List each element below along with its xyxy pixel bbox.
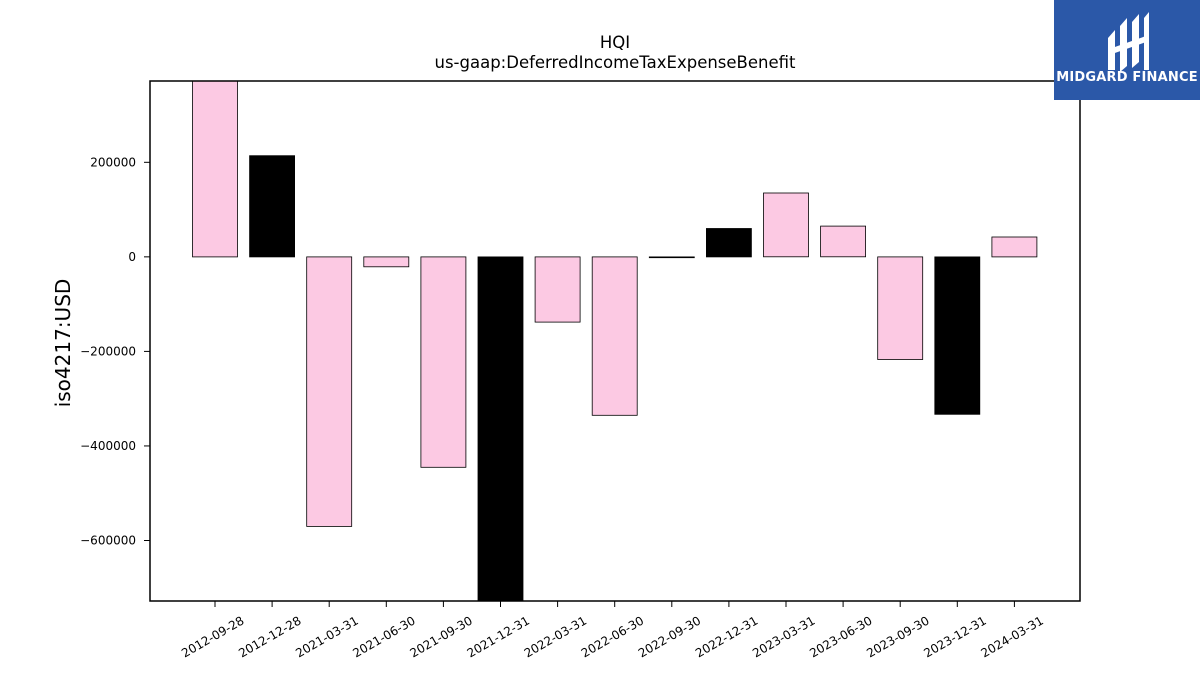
bar-2023-12-31 xyxy=(934,256,981,415)
bar-2022-12-31 xyxy=(706,228,752,258)
x-tick-label: 2023-12-31 xyxy=(921,613,988,660)
chart-subtitle: us-gaap:DeferredIncomeTaxExpenseBenefit xyxy=(435,53,797,72)
x-tick-label: 2022-03-31 xyxy=(522,613,589,660)
logo-mark-icon xyxy=(1108,12,1149,72)
y-tick-label: 200000 xyxy=(90,155,136,169)
y-tick-label: −400000 xyxy=(80,439,136,453)
x-tick-label: 2023-09-30 xyxy=(864,613,931,660)
chart-title: HQI xyxy=(600,33,630,52)
x-tick-label: 2021-06-30 xyxy=(350,613,417,660)
logo-text: MIDGARD FINANCE xyxy=(1056,70,1198,85)
x-tick-label: 2012-12-28 xyxy=(236,613,303,660)
x-tick-label: 2022-06-30 xyxy=(579,613,646,660)
bar-2021-12-31 xyxy=(477,256,524,602)
bar-2022-06-30 xyxy=(591,256,638,416)
y-ticks: 200000 0 −200000 −400000 −600000 xyxy=(80,155,150,547)
x-tick-label: 2021-12-31 xyxy=(465,613,532,660)
bar-2012-12-28 xyxy=(249,155,296,258)
x-tick-label: 2022-12-31 xyxy=(693,613,760,660)
y-tick-label: −200000 xyxy=(80,344,136,358)
bar-2023-06-30 xyxy=(820,225,866,258)
bar-2022-03-31 xyxy=(534,256,581,323)
x-tick-label: 2021-09-30 xyxy=(407,613,474,660)
bars-layer xyxy=(192,80,1038,602)
bar-2021-03-31 xyxy=(306,256,353,527)
bar-2021-09-30 xyxy=(420,256,467,468)
x-ticks: 2012-09-282012-12-282021-03-312021-06-30… xyxy=(179,601,1046,660)
bar-2023-03-31 xyxy=(763,192,809,258)
y-axis-label: iso4217:USD xyxy=(51,279,75,408)
bar-2022-09-30 xyxy=(648,256,695,259)
bar-2021-06-30 xyxy=(363,256,410,268)
bar-2023-09-30 xyxy=(877,256,924,360)
bar-2024-03-31 xyxy=(991,236,1038,258)
bar-2012-09-28 xyxy=(192,80,238,258)
x-tick-label: 2022-09-30 xyxy=(636,613,703,660)
y-tick-label: −600000 xyxy=(80,533,136,547)
x-tick-label: 2021-03-31 xyxy=(293,613,360,660)
x-tick-label: 2023-03-31 xyxy=(750,613,817,660)
x-tick-label: 2024-03-31 xyxy=(978,613,1045,660)
midgard-finance-logo: MIDGARD FINANCE xyxy=(1054,0,1200,100)
plot-frame xyxy=(149,80,1081,602)
y-tick-label: 0 xyxy=(128,250,136,264)
x-tick-label: 2023-06-30 xyxy=(807,613,874,660)
x-tick-label: 2012-09-28 xyxy=(179,613,246,660)
